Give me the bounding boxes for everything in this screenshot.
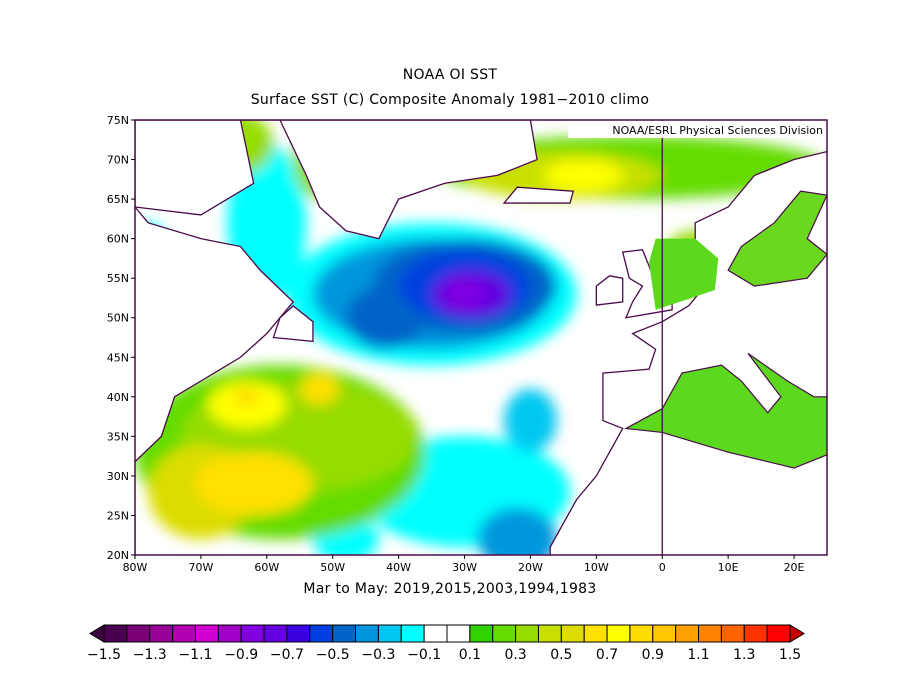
x-tick-label: 50W (320, 561, 345, 574)
x-tick-label: 10W (584, 561, 609, 574)
colorbar-label: 0.1 (459, 647, 481, 663)
colorbar-swatch (309, 624, 334, 643)
colorbar-label: −0.7 (270, 647, 304, 663)
anomaly-region (345, 286, 425, 350)
colorbar-label: 0.5 (550, 647, 572, 663)
colorbar-under-arrow (89, 624, 105, 643)
colorbar-swatch (743, 624, 768, 643)
x-tick-label: 10E (718, 561, 739, 574)
x-tick-label: 70W (188, 561, 213, 574)
x-tick-label: 80W (123, 561, 148, 574)
colorbar-swatch (537, 624, 562, 643)
colorbar-label: −0.1 (407, 647, 441, 663)
colorbar-swatch (469, 624, 494, 643)
anomaly-region (477, 507, 557, 555)
colorbar-swatch (286, 624, 311, 643)
colorbar-label: 0.3 (504, 647, 526, 663)
colorbar-label: −0.3 (361, 647, 395, 663)
colorbar-label: −1.3 (133, 647, 167, 663)
anomaly-region (233, 387, 261, 407)
colorbar-label: 0.7 (596, 647, 618, 663)
colorbar-swatch (423, 624, 448, 643)
x-tick-label: 0 (659, 561, 666, 574)
colorbar-swatch (720, 624, 745, 643)
colorbar-swatch (766, 624, 791, 643)
y-tick-label: 35N (107, 430, 129, 443)
colorbar-label: −0.5 (316, 647, 350, 663)
y-tick-label: 60N (107, 233, 129, 246)
colorbar-swatch (103, 624, 128, 643)
y-tick-label: 30N (107, 470, 129, 483)
x-tick-label: 40W (386, 561, 411, 574)
y-tick-label: 45N (107, 351, 129, 364)
colorbar-label: −1.1 (178, 647, 212, 663)
anomaly-region (194, 452, 313, 516)
colorbar-label: −1.5 (87, 647, 121, 663)
colorbar-swatch (583, 624, 608, 643)
baffin-island-land (135, 120, 255, 216)
y-tick-label: 25N (107, 509, 129, 522)
x-tick-label: 60W (254, 561, 279, 574)
colorbar-swatch (172, 624, 196, 643)
greenland-land (181, 120, 538, 240)
y-tick-label: 40N (107, 391, 129, 404)
chart-title: NOAA OI SST (402, 67, 498, 83)
composite-caption: Mar to May: 2019,2015,2003,1994,1983 (303, 581, 597, 597)
colorbar-label: −0.9 (224, 647, 258, 663)
x-tick-label: 20E (784, 561, 805, 574)
colorbar-swatch (652, 624, 677, 643)
colorbar-swatch (400, 624, 425, 643)
colorbar-label: 1.1 (687, 647, 709, 663)
iceland-land (502, 186, 575, 204)
anomaly-region (504, 388, 557, 453)
north-sea (649, 238, 719, 310)
y-tick-label: 75N (107, 114, 129, 127)
newfoundland-land (272, 305, 314, 343)
colorbar-swatch (355, 624, 379, 643)
colorbar-swatch (515, 624, 539, 643)
credit-text: NOAA/ESRL Physical Sciences Division (612, 124, 823, 137)
y-tick-label: 50N (107, 312, 129, 325)
colorbar-swatch (675, 624, 700, 643)
y-tick-label: 55N (107, 272, 129, 285)
mediterranean-sea (624, 352, 827, 469)
anomaly-region (299, 373, 340, 405)
chart-subtitle: Surface SST (C) Composite Anomaly 1981−2… (250, 92, 650, 108)
credit-box (568, 121, 826, 138)
colorbar-swatch (698, 624, 722, 643)
colorbar-swatch (560, 624, 585, 643)
ireland-land (595, 275, 624, 306)
colorbar-swatch (377, 624, 402, 643)
x-tick-label: 20W (518, 561, 543, 574)
colorbar-swatch (332, 624, 357, 643)
colorbar-swatch (217, 624, 242, 643)
colorbar-swatch (126, 624, 151, 643)
colorbar-swatch (263, 624, 288, 643)
colorbar-swatch (149, 624, 174, 643)
map-frame (134, 119, 828, 556)
colorbar-swatch (446, 624, 471, 643)
x-tick-label: 30W (452, 561, 477, 574)
anomaly-region (543, 159, 623, 192)
y-tick-label: 70N (107, 154, 129, 167)
colorbar-swatch (492, 624, 517, 643)
y-tick-label: 65N (107, 193, 129, 206)
north-america-land (135, 206, 295, 555)
colorbar-swatch (240, 624, 265, 643)
colorbar-swatch (629, 624, 654, 643)
colorbar-label: 1.3 (733, 647, 755, 663)
colorbar-swatch (606, 624, 631, 643)
colorbar-over-arrow (789, 624, 805, 643)
baltic-sea (727, 190, 827, 287)
colorbar-label: 0.9 (642, 647, 664, 663)
colorbar-label: 1.5 (779, 647, 801, 663)
anomaly-region (444, 279, 485, 309)
y-tick-label: 20N (107, 549, 129, 562)
colorbar-swatch (194, 624, 219, 643)
